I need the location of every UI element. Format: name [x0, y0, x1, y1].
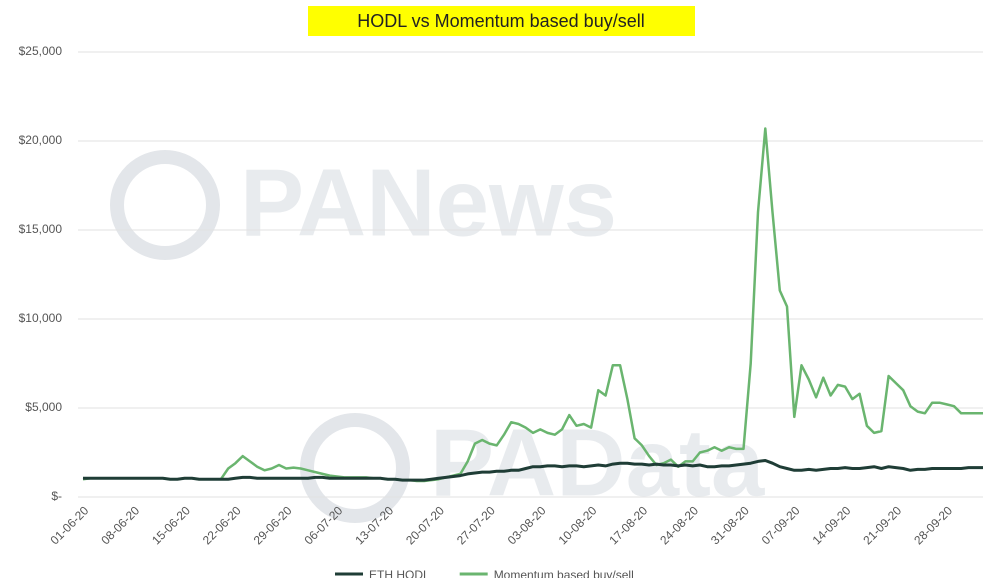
watermark-logo [300, 413, 410, 523]
x-tick-label: 01-06-20 [47, 503, 91, 547]
x-tick-label: 29-06-20 [251, 503, 295, 547]
legend-label: Momentum based buy/sell [494, 568, 634, 578]
x-tick-label: 28-09-20 [911, 503, 955, 547]
legend-label: ETH HODL [369, 568, 430, 578]
x-tick-label: 08-06-20 [98, 503, 142, 547]
y-tick-label: $20,000 [19, 133, 63, 147]
chart-title: HODL vs Momentum based buy/sell [357, 11, 644, 31]
title-highlight [308, 6, 695, 36]
y-tick-label: $10,000 [19, 311, 63, 325]
x-tick-label: 07-09-20 [759, 503, 803, 547]
series-line [83, 459, 983, 482]
x-tick-label: 22-06-20 [200, 503, 244, 547]
y-tick-label: $5,000 [25, 400, 62, 414]
y-tick-label: $- [51, 489, 62, 503]
y-tick-label: $25,000 [19, 44, 63, 58]
x-tick-label: 21-09-20 [860, 503, 904, 547]
x-tick-label: 14-09-20 [810, 503, 854, 547]
watermark: PAData [430, 409, 765, 516]
series-line [82, 127, 983, 483]
watermark-logo [110, 150, 220, 260]
x-tick-label: 15-06-20 [149, 503, 193, 547]
watermark: PANews [240, 149, 617, 256]
x-tick-label: 20-07-20 [403, 503, 447, 547]
y-tick-label: $15,000 [19, 222, 63, 236]
watermark-layer: PANews PAData [110, 149, 765, 523]
